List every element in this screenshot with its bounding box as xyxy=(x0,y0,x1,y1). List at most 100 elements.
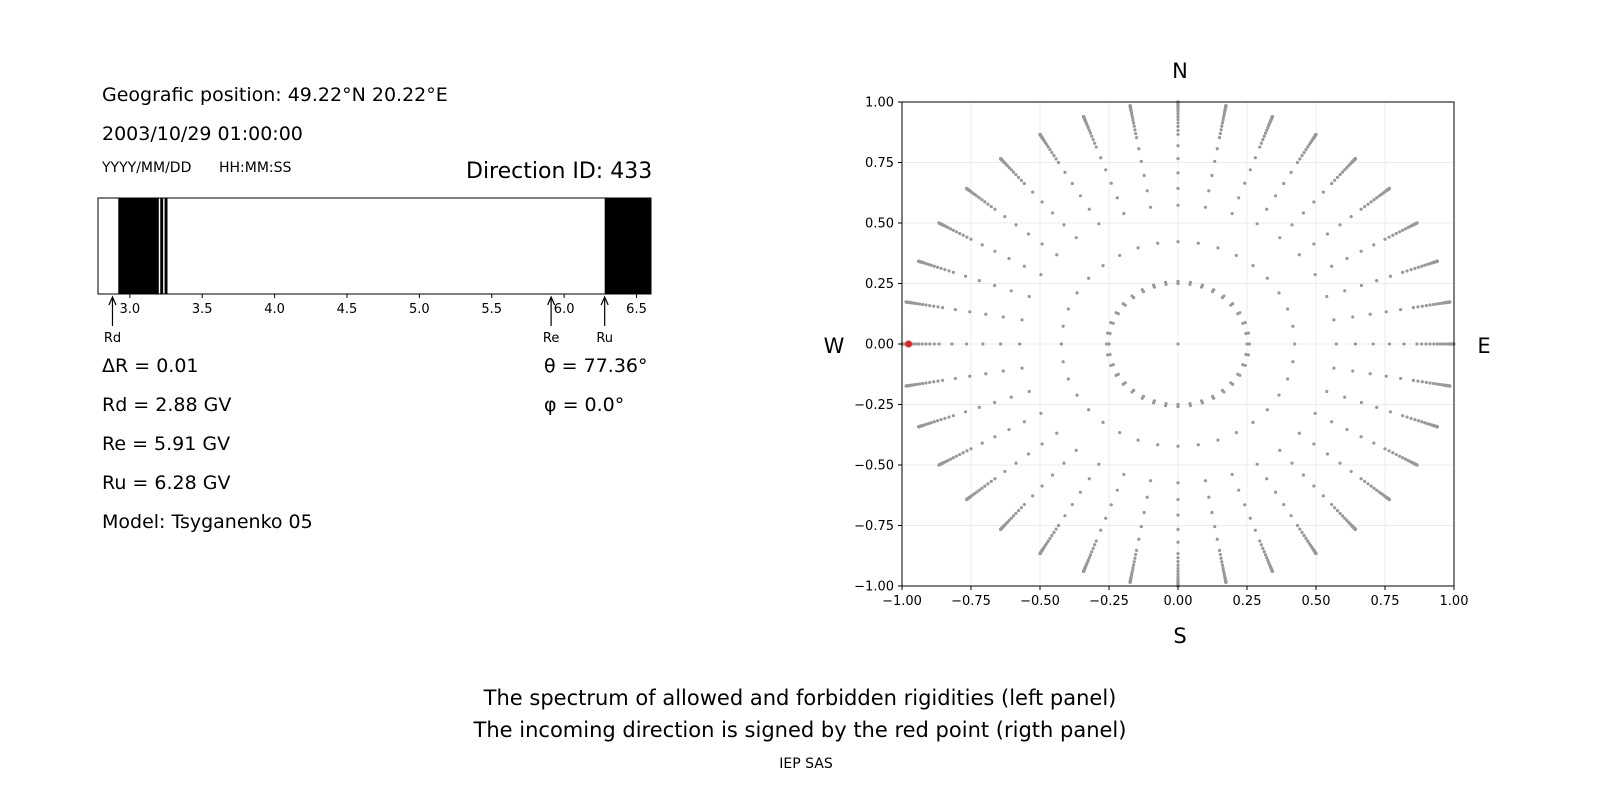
direction-point xyxy=(1131,121,1136,125)
ru-value: Ru = 6.28 GV xyxy=(102,472,231,494)
direction-point xyxy=(1176,527,1180,531)
direction-point xyxy=(1176,559,1180,564)
direction-point xyxy=(980,243,984,247)
direction-point xyxy=(1003,214,1007,219)
direction-point xyxy=(1210,510,1214,515)
direction-point xyxy=(968,374,972,378)
forbidden-band xyxy=(118,198,159,294)
direction-point xyxy=(1176,118,1180,122)
direction-point xyxy=(1387,342,1392,346)
direction-point xyxy=(1312,242,1316,246)
direction-point xyxy=(1090,134,1094,138)
x-tick-label: 1.00 xyxy=(1440,594,1469,609)
direction-point xyxy=(1141,290,1146,294)
direction-point xyxy=(943,268,947,272)
direction-point xyxy=(1333,178,1337,182)
direction-point xyxy=(1253,156,1257,160)
direction-point xyxy=(1359,249,1363,253)
direction-point xyxy=(1263,131,1268,135)
x-tick-label: 4.5 xyxy=(337,302,358,317)
direction-point xyxy=(1345,427,1349,432)
direction-point xyxy=(915,302,919,306)
direction-point xyxy=(1438,342,1443,346)
direction-point xyxy=(1384,310,1388,314)
direction-point xyxy=(1243,503,1247,507)
direction-point xyxy=(965,235,969,239)
y-tick-label: −0.50 xyxy=(854,459,894,474)
direction-point xyxy=(969,237,973,241)
direction-point xyxy=(1207,189,1211,193)
direction-point xyxy=(1145,189,1149,193)
direction-point xyxy=(980,441,984,445)
direction-point xyxy=(1128,580,1132,584)
datetime: 2003/10/29 01:00:00 xyxy=(102,123,303,145)
direction-point xyxy=(1176,132,1180,137)
direction-point xyxy=(932,380,936,384)
date-format-label: YYYY/MM/DD xyxy=(102,160,192,176)
direction-point xyxy=(1094,539,1098,543)
direction-point xyxy=(1401,456,1405,460)
direction-point xyxy=(1372,243,1376,247)
direction-point xyxy=(1401,414,1405,418)
direction-point xyxy=(998,527,1003,531)
direction-point xyxy=(1388,274,1393,278)
direction-point xyxy=(1054,157,1058,161)
y-tick-label: 0.50 xyxy=(865,217,894,232)
direction-point xyxy=(1134,548,1139,552)
direction-point xyxy=(1415,221,1419,225)
direction-point xyxy=(984,312,988,316)
direction-point xyxy=(1176,240,1180,244)
direction-point xyxy=(1248,168,1252,172)
direction-point xyxy=(937,221,941,225)
direction-point xyxy=(1134,131,1138,136)
direction-point xyxy=(1070,181,1074,186)
direction-point xyxy=(958,231,962,236)
direction-point xyxy=(1314,132,1318,137)
direction-point xyxy=(1295,523,1300,528)
direction-point xyxy=(1216,246,1220,250)
direction-point xyxy=(1133,128,1137,132)
direction-point xyxy=(1435,425,1439,429)
direction-point xyxy=(1387,235,1391,239)
direction-point xyxy=(1314,551,1318,556)
direction-point xyxy=(1415,463,1419,467)
direction-point xyxy=(1145,495,1149,499)
direction-point xyxy=(1220,124,1224,128)
y-tick-label: 0.25 xyxy=(865,277,894,292)
direction-point xyxy=(1091,546,1095,550)
direction-point xyxy=(917,382,922,386)
direction-point xyxy=(993,400,997,405)
direction-point xyxy=(1291,360,1295,364)
direction-point xyxy=(1137,537,1141,541)
direction-point xyxy=(1359,435,1363,439)
direction-point xyxy=(1128,104,1132,108)
direction-point xyxy=(1286,377,1290,381)
direction-point xyxy=(928,380,932,384)
direction-point xyxy=(953,376,957,381)
direction-point xyxy=(1108,352,1112,357)
direction-point xyxy=(1243,181,1247,185)
direction-point xyxy=(1230,211,1234,216)
direction-point xyxy=(1359,207,1363,211)
direction-point xyxy=(1176,171,1180,175)
direction-point xyxy=(1391,451,1395,455)
direction-point xyxy=(1176,569,1180,574)
direction-point xyxy=(1075,291,1079,295)
direction-point xyxy=(1131,566,1135,570)
direction-point xyxy=(986,202,990,206)
direction-point xyxy=(1087,477,1091,481)
direction-point xyxy=(951,414,955,418)
direction-point xyxy=(1003,469,1007,474)
direction-point xyxy=(1026,232,1031,236)
direction-point xyxy=(1245,342,1249,346)
direction-point xyxy=(1132,296,1136,300)
direction-point xyxy=(1359,477,1363,481)
direction-point xyxy=(1383,447,1387,451)
direction-point xyxy=(1363,479,1367,483)
direction-point xyxy=(1297,253,1301,257)
direction-point xyxy=(1038,132,1042,137)
direction-point xyxy=(951,228,955,232)
direction-point xyxy=(1106,331,1110,335)
direction-point xyxy=(951,270,955,274)
direction-point xyxy=(1019,178,1023,182)
